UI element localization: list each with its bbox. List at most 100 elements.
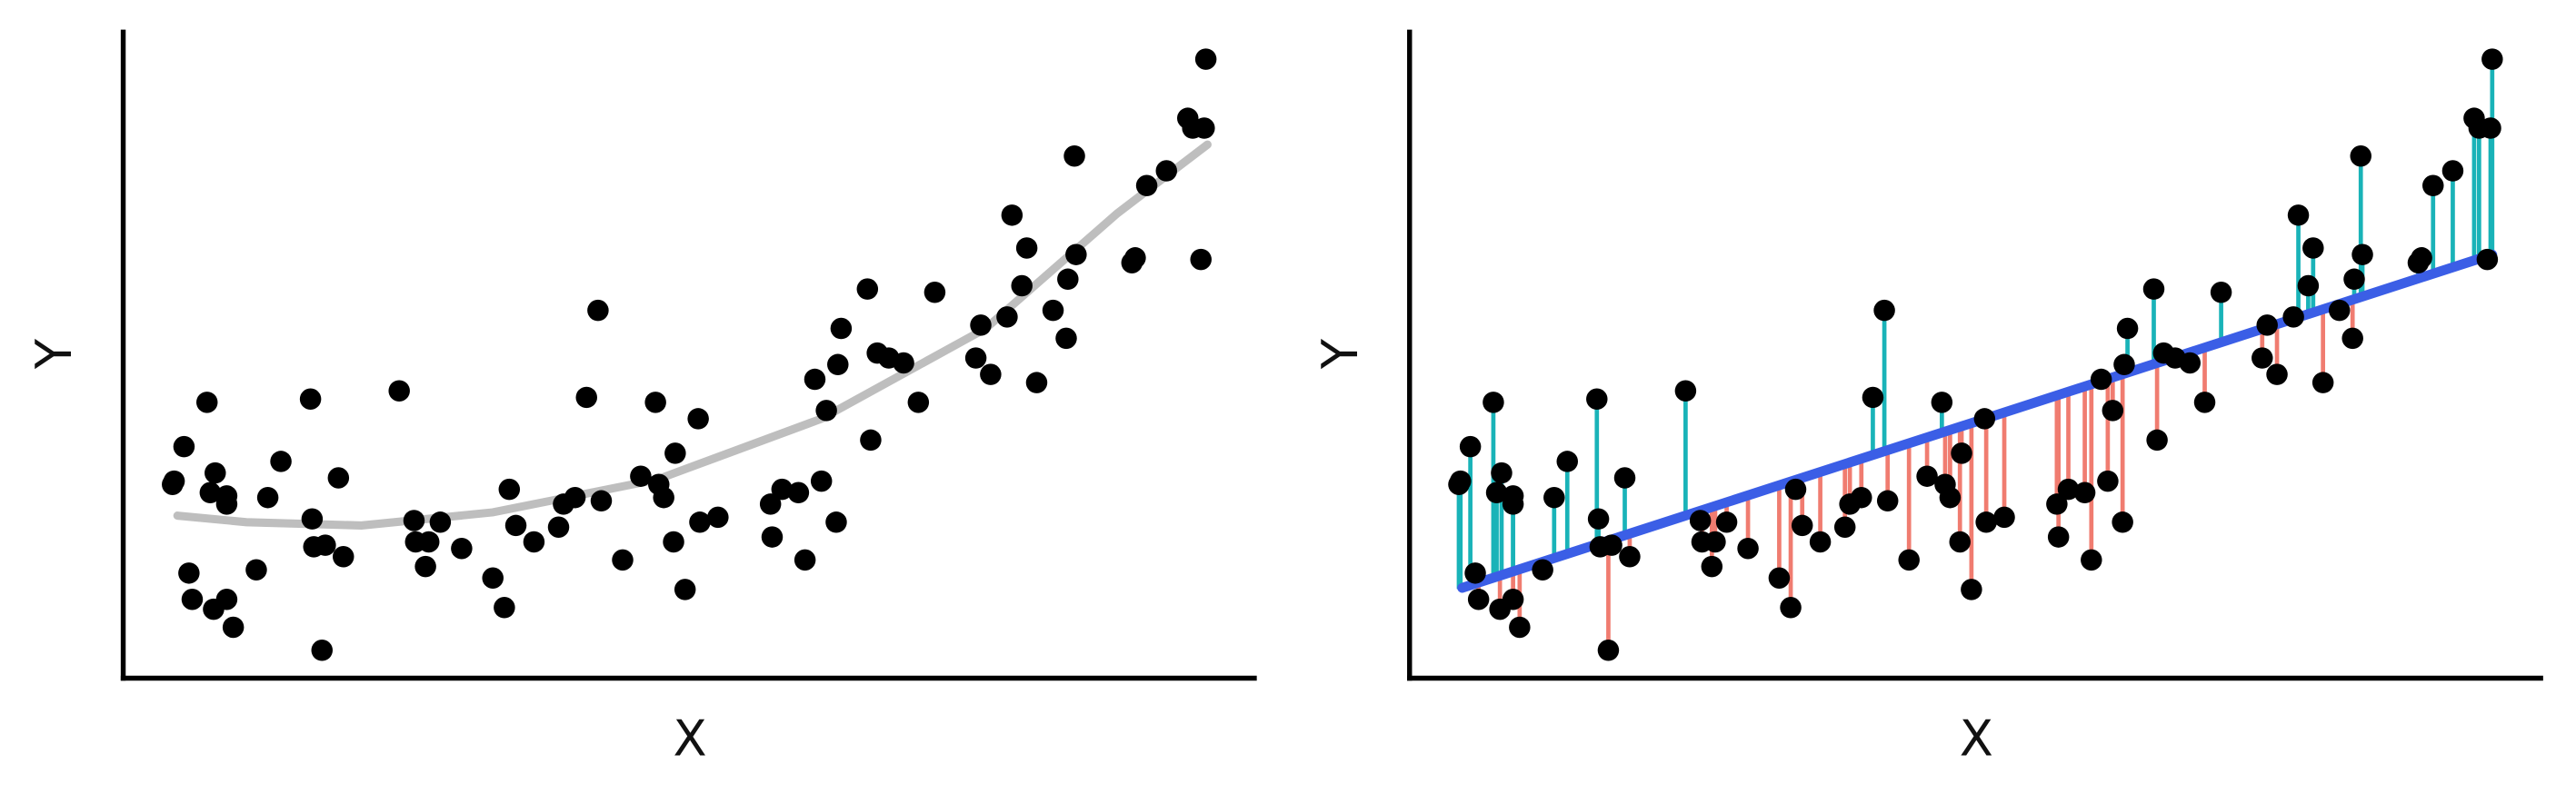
data-point (222, 616, 245, 639)
data-point (498, 478, 521, 501)
data-point (1011, 274, 1033, 297)
data-point (1057, 268, 1079, 291)
data-point (2302, 237, 2324, 259)
data-point (663, 531, 684, 553)
data-point (1619, 546, 1641, 568)
data-point (2297, 274, 2320, 297)
data-point (547, 516, 570, 538)
data-point (1949, 531, 1971, 553)
data-point (907, 392, 930, 413)
data-point (1001, 204, 1023, 226)
data-point (804, 368, 826, 391)
data-point (1961, 579, 1982, 601)
data-point (1784, 478, 1807, 501)
data-point (771, 478, 794, 501)
data-point (964, 347, 987, 369)
data-point (1459, 435, 1482, 458)
data-point (1467, 589, 1490, 610)
data-point (245, 559, 267, 581)
data-point (199, 481, 222, 504)
data-point (1975, 511, 1997, 533)
data-point (1502, 493, 1524, 515)
data-point (687, 408, 709, 430)
data-point (2441, 160, 2464, 182)
data-point (2252, 347, 2273, 369)
data-point (2311, 372, 2334, 393)
data-point (482, 567, 504, 590)
data-point (980, 363, 1002, 385)
data-point (664, 442, 686, 464)
data-point (1768, 567, 1791, 590)
y-axis-label: Y (25, 338, 83, 370)
data-point (794, 549, 816, 571)
data-point (1556, 451, 1579, 472)
data-point (1613, 467, 1636, 489)
x-axis-label: X (674, 710, 707, 768)
data-point (2350, 145, 2371, 167)
data-point (1190, 248, 1212, 271)
data-point (2266, 363, 2288, 385)
data-point (2210, 282, 2232, 303)
data-point (315, 534, 336, 556)
data-point (429, 511, 452, 533)
data-point (1873, 299, 1895, 322)
data-point (2193, 392, 2216, 413)
fit-line (173, 140, 1212, 530)
data-point (2081, 549, 2102, 571)
data-point (689, 511, 711, 533)
data-point (707, 506, 729, 529)
data-point (1689, 510, 1712, 531)
data-point (1124, 247, 1146, 269)
data-point (1135, 174, 1158, 197)
data-point (1532, 559, 1553, 581)
data-point (2351, 243, 2373, 265)
data-point (195, 392, 218, 413)
data-point (2112, 511, 2133, 533)
data-point (1065, 243, 1087, 265)
data-point (1737, 537, 1759, 560)
data-point (173, 435, 195, 458)
data-point (1809, 531, 1832, 553)
data-point (1015, 237, 1038, 259)
data-point (612, 549, 634, 571)
data-point (590, 490, 613, 512)
data-point (1586, 388, 1608, 410)
data-point (2146, 429, 2168, 452)
data-point (327, 467, 350, 489)
data-point (575, 386, 597, 409)
data-point (2073, 481, 2096, 504)
data-point (2287, 204, 2310, 226)
data-point (644, 392, 666, 413)
data-point (860, 429, 882, 452)
data-point (417, 531, 440, 553)
data-point (1601, 534, 1622, 556)
data-point (1851, 486, 1872, 509)
data-point (1491, 462, 1513, 484)
data-point (1193, 117, 1215, 139)
data-point (1450, 470, 1472, 492)
y-axis-label: Y (1312, 338, 1369, 370)
data-point (270, 451, 292, 472)
data-point (587, 299, 609, 322)
data-point (2476, 248, 2499, 271)
data-point (311, 640, 333, 661)
data-point (761, 526, 784, 548)
data-point (2102, 400, 2124, 422)
data-point (1063, 145, 1085, 167)
data-point (1155, 160, 1178, 182)
data-point (1993, 506, 2015, 529)
data-point (815, 400, 837, 422)
data-point (388, 380, 410, 402)
data-point (494, 597, 515, 619)
data-point (2142, 278, 2165, 300)
data-point (996, 306, 1018, 328)
data-point (1862, 386, 1884, 409)
x-axis-label: X (1960, 710, 1993, 768)
data-point (2113, 353, 2135, 376)
data-point (2411, 247, 2432, 269)
data-point (2343, 268, 2365, 291)
data-point (1597, 640, 1620, 661)
data-point (181, 589, 204, 610)
